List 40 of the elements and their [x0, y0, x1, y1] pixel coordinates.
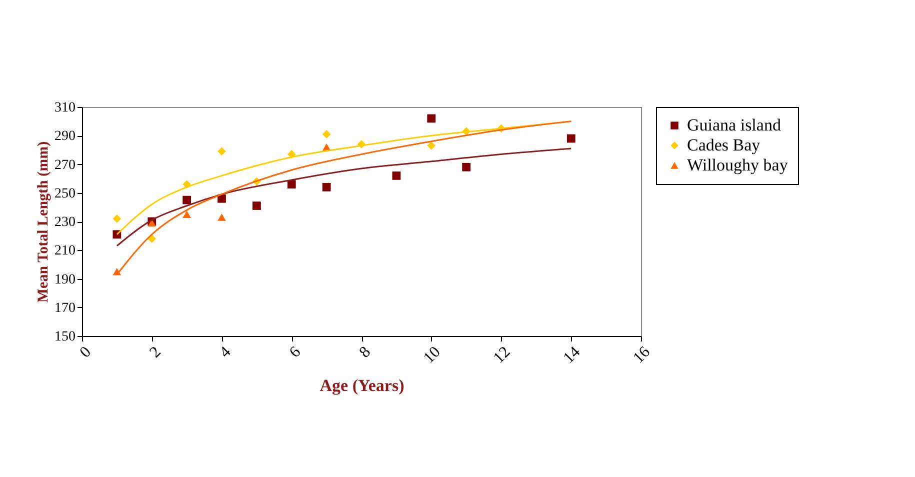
x-axis-title: Age (Years): [320, 376, 404, 396]
point: [218, 214, 226, 221]
point: [322, 130, 331, 138]
point: [462, 162, 470, 172]
legend-label: Cades Bay: [687, 136, 761, 154]
point: [322, 182, 331, 192]
point: [182, 210, 191, 218]
x-tick-label: 4: [216, 344, 234, 362]
x-tick-label: 8: [356, 344, 374, 362]
point: [427, 114, 436, 123]
x-tick-label: 14: [560, 344, 584, 367]
point: [287, 150, 296, 158]
y-axis-title: Mean Total Length (mm): [36, 141, 52, 303]
y-tick-label: 210: [54, 244, 76, 259]
x-tick-label: 12: [490, 344, 514, 367]
legend-label: Guiana island: [687, 116, 782, 134]
legend-label: Willoughy bay: [687, 156, 788, 174]
y-tick-label: 150: [54, 330, 76, 344]
point: [392, 172, 401, 180]
point: [566, 134, 576, 143]
y-tick-label: 270: [54, 158, 76, 173]
point: [427, 141, 436, 150]
line-series: [116, 148, 572, 247]
y-tick-label: 290: [54, 129, 76, 144]
point: [112, 214, 122, 223]
point: [182, 196, 191, 204]
point: [287, 180, 296, 188]
y-tick-label: 230: [54, 215, 76, 230]
y-tick-label: 310: [54, 100, 76, 116]
x-tick-label: 0: [76, 344, 95, 362]
point: [252, 202, 261, 210]
y-tick-label: 190: [54, 272, 76, 288]
x-tick-label: 6: [286, 344, 304, 362]
point: [218, 194, 226, 203]
y-tick-label: 250: [54, 186, 76, 202]
x-tick-label: 2: [146, 344, 164, 362]
x-tick-label: 16: [630, 344, 654, 367]
point: [218, 147, 226, 156]
y-tick-label: 170: [54, 300, 76, 316]
x-tick-label: 10: [420, 344, 444, 367]
